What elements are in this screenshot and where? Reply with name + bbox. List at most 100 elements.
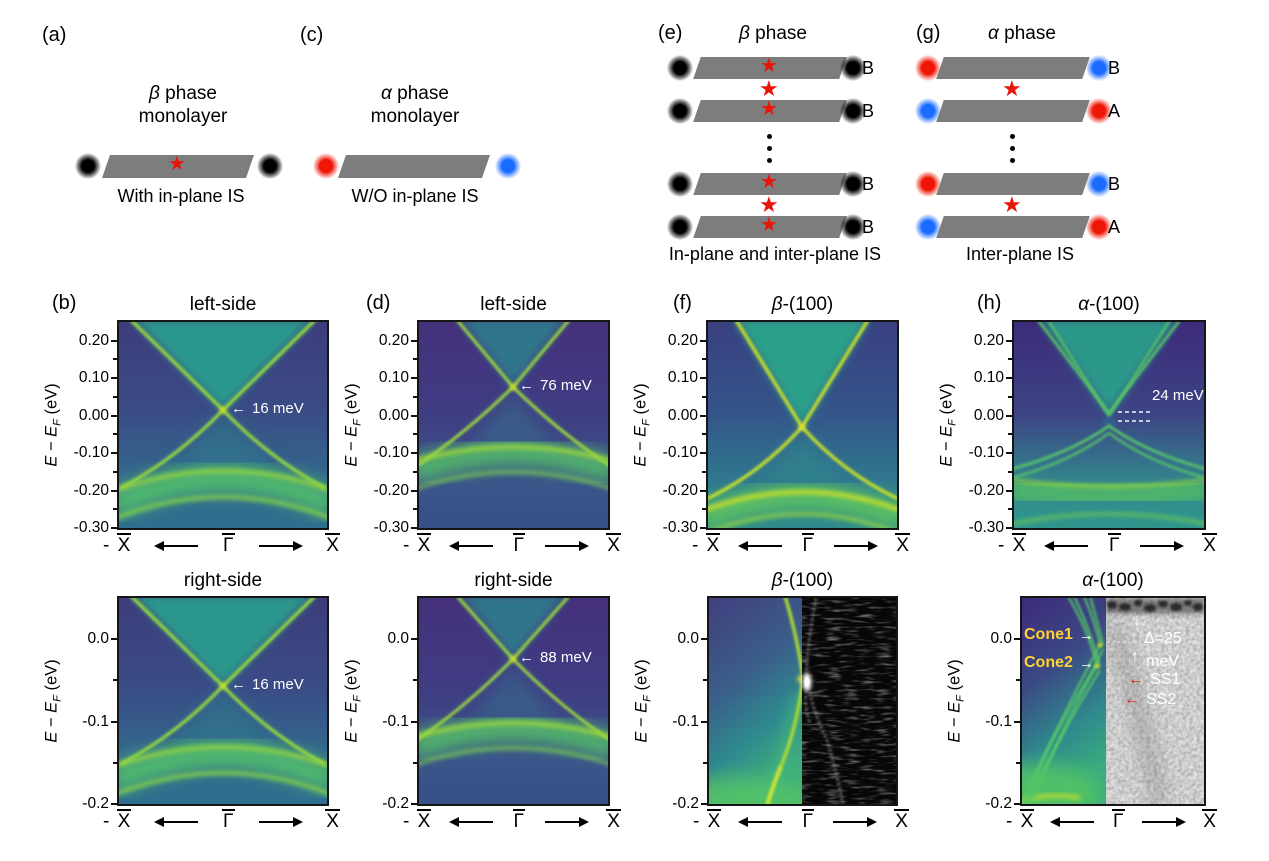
heatmap-f-top bbox=[706, 320, 899, 530]
panel-label-c: (c) bbox=[300, 24, 324, 46]
x-label-gamma: Γ bbox=[512, 809, 526, 832]
y-tick-label: 0.20 bbox=[378, 331, 409, 349]
layer-label: B bbox=[862, 58, 875, 78]
y-minor-tick-mark bbox=[703, 761, 708, 764]
y-tick-label: -0.10 bbox=[73, 444, 109, 462]
y-tick-label: 0.00 bbox=[78, 406, 109, 424]
delta-annotation: Δ=25 bbox=[1144, 630, 1182, 647]
arrow-left-icon bbox=[1044, 541, 1089, 551]
y-tick-label: 0.00 bbox=[378, 406, 409, 424]
y-tick-mark bbox=[111, 803, 118, 805]
y-minor-tick-mark bbox=[413, 679, 418, 682]
inversion-star-icon: ★ bbox=[168, 153, 186, 175]
y-minor-tick-mark bbox=[113, 761, 118, 764]
x-label-x: X bbox=[325, 533, 340, 556]
y-tick-label: 0.0 bbox=[87, 630, 109, 648]
y-tick-mark bbox=[1014, 638, 1021, 641]
arrow-left-icon bbox=[153, 817, 198, 827]
heatmap-b-bottom bbox=[117, 596, 329, 806]
y-tick-mark bbox=[1006, 527, 1013, 529]
y-tick-mark bbox=[1014, 720, 1021, 723]
heatmap-b-top bbox=[117, 320, 329, 530]
x-label-gamma: Γ bbox=[1112, 809, 1125, 832]
y-tick-mark bbox=[1006, 489, 1013, 492]
y-tick-label: -0.30 bbox=[662, 519, 698, 536]
panel-g-title: α phase bbox=[988, 23, 1056, 44]
arrow-left-icon bbox=[448, 817, 493, 827]
ellipsis-dot bbox=[767, 158, 772, 163]
y-tick-label: -0.20 bbox=[373, 481, 409, 499]
layer-atom-dot-red bbox=[1086, 214, 1112, 240]
arrow-right-icon bbox=[258, 817, 303, 827]
y-minor-tick-mark bbox=[1016, 679, 1021, 682]
ss1-annotation: ← SS1 bbox=[1128, 671, 1181, 688]
layer-parallelogram bbox=[936, 100, 1090, 122]
y-tick-mark bbox=[411, 720, 418, 723]
y-minor-tick-mark bbox=[1008, 508, 1013, 511]
y-tick-label: -0.10 bbox=[373, 444, 409, 462]
ellipsis-dot bbox=[1010, 158, 1015, 163]
y-tick-label: -0.30 bbox=[373, 519, 409, 536]
arrow-right-icon bbox=[833, 817, 878, 827]
y-minor-tick-mark bbox=[702, 395, 707, 398]
y-tick-mark bbox=[411, 452, 418, 455]
layer-label: B bbox=[862, 101, 875, 121]
arrow-left-icon bbox=[737, 541, 782, 551]
arrow-right-icon bbox=[1140, 541, 1185, 551]
ellipsis-dot bbox=[1010, 134, 1015, 139]
panel-label-d: (d) bbox=[366, 292, 391, 314]
x-label-minus-x: - X bbox=[403, 535, 431, 556]
arrow-left-icon bbox=[1050, 817, 1095, 827]
y-tick-label: 0.20 bbox=[973, 331, 1004, 349]
panel-c-title: α phase monolayer bbox=[370, 83, 460, 127]
panel-g-caption: Inter-plane IS bbox=[965, 244, 1075, 264]
y-tick-mark bbox=[411, 527, 418, 529]
y-minor-tick-mark bbox=[113, 433, 118, 436]
y-tick-label: 0.00 bbox=[973, 406, 1004, 424]
up-arrow-icon: ↑ bbox=[1131, 648, 1139, 665]
edge-atom-dot bbox=[257, 153, 283, 179]
y-tick-label: -0.20 bbox=[968, 481, 1004, 499]
panel-a-caption: With in-plane IS bbox=[117, 186, 245, 206]
arrow-right-icon bbox=[544, 541, 589, 551]
inversion-star-icon: ★ bbox=[760, 214, 778, 236]
edge-atom-dot-red bbox=[313, 153, 339, 179]
plot-title: left-side bbox=[189, 294, 257, 315]
y-axis-label: E − EF (eV) bbox=[632, 659, 654, 743]
y-tick-mark bbox=[701, 803, 708, 805]
layer-parallelogram bbox=[338, 155, 490, 178]
ellipsis-dot bbox=[767, 146, 772, 151]
panel-label-e: (e) bbox=[658, 22, 683, 44]
y-minor-tick-mark bbox=[1008, 358, 1013, 361]
x-label-minus-x: - X bbox=[103, 811, 131, 832]
y-minor-tick-mark bbox=[113, 395, 118, 398]
cone2-annotation: Cone2 → bbox=[1024, 654, 1094, 672]
layer-atom-dot-black bbox=[840, 171, 866, 197]
heatmap-h-top bbox=[1012, 320, 1206, 530]
y-tick-mark bbox=[700, 452, 707, 455]
y-tick-label: 0.20 bbox=[667, 331, 698, 349]
layer-atom-dot-black bbox=[667, 214, 693, 240]
y-tick-mark bbox=[1006, 339, 1013, 342]
layer-atom-dot-black bbox=[667, 55, 693, 81]
x-label-minus-x: - X bbox=[998, 535, 1026, 556]
layer-parallelogram bbox=[936, 216, 1090, 238]
y-tick-mark bbox=[111, 638, 118, 641]
layer-atom-dot-black bbox=[667, 98, 693, 124]
y-tick-mark bbox=[111, 720, 118, 723]
y-minor-tick-mark bbox=[1008, 433, 1013, 436]
y-tick-label: -0.1 bbox=[985, 712, 1012, 730]
delta-unit-annotation: meV bbox=[1146, 653, 1179, 670]
y-tick-mark bbox=[700, 377, 707, 380]
y-tick-label: -0.1 bbox=[382, 712, 409, 730]
left-arrow-icon: ← bbox=[231, 400, 246, 417]
panel-e-title: β phase bbox=[739, 23, 807, 44]
right-arrow-icon: → bbox=[1078, 654, 1094, 672]
plot-title: β-(100) bbox=[771, 294, 834, 315]
x-label-minus-x: - X bbox=[1006, 811, 1034, 832]
left-arrow-icon: ← bbox=[519, 649, 534, 666]
ss2-annotation: ← SS2 bbox=[1124, 691, 1177, 708]
